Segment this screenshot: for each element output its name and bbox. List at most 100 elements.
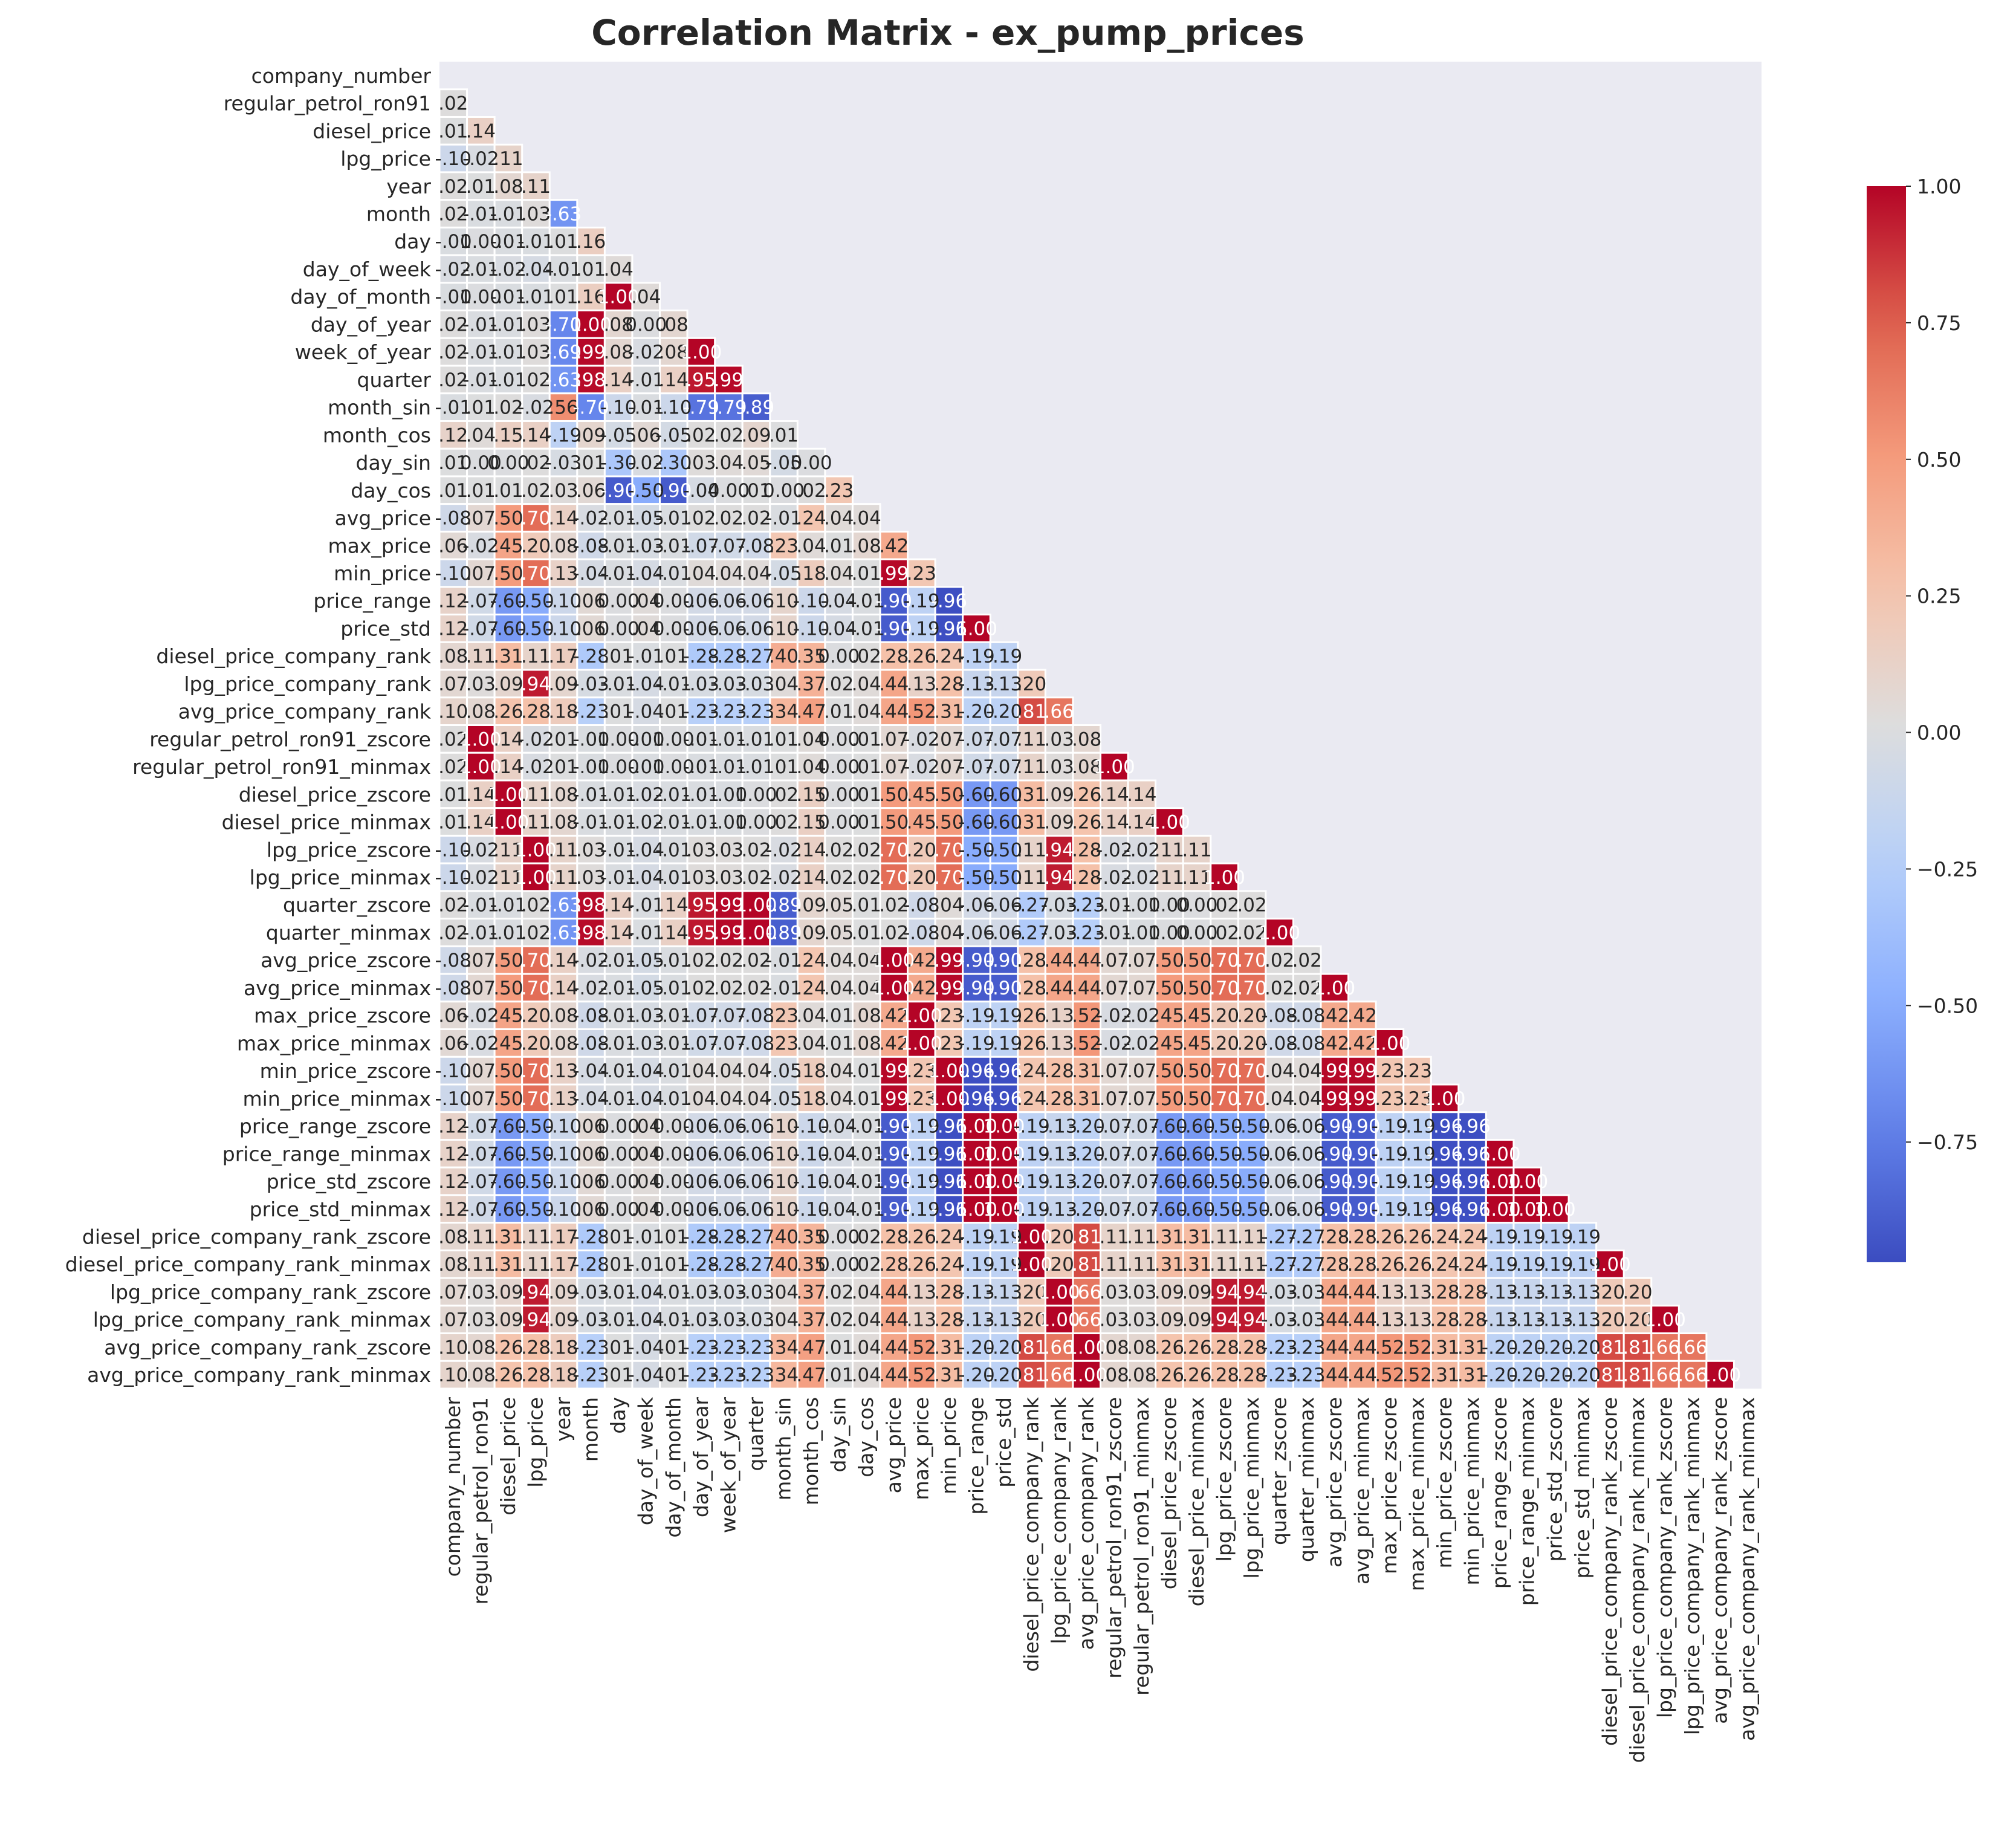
cell-value-label: .03 <box>1045 728 1074 750</box>
cell-value-label: .04 <box>714 1088 744 1110</box>
heatmap-cell <box>1237 1111 1267 1141</box>
cell-value-label: .94 <box>1210 1282 1239 1303</box>
heatmap-cell <box>548 890 579 920</box>
cell-value-label: .01 <box>466 480 496 502</box>
cell-value-label: .95 <box>686 895 716 916</box>
heatmap-cell <box>466 890 496 920</box>
cell-value-label: .03 <box>1127 1282 1156 1303</box>
cell-value-label: .01 <box>493 480 523 502</box>
cell-value-label: .07 <box>1127 1088 1156 1110</box>
cell-value-label: .26 <box>907 1254 936 1276</box>
heatmap-cell <box>603 724 634 754</box>
cell-value-label: .40 <box>769 1226 799 1248</box>
cell-value-label: .01 <box>852 784 881 806</box>
heatmap-cell <box>989 890 1019 920</box>
heatmap-cell <box>548 945 579 975</box>
cell-value-label: .11 <box>1017 839 1046 861</box>
cell-value-label: .70 <box>1210 950 1239 971</box>
cell-value-label: .26 <box>1155 1364 1184 1386</box>
cell-value-label: .44 <box>1045 950 1074 971</box>
cell-value-label: .42 <box>1320 1005 1349 1027</box>
cell-value-label: .04 <box>796 1033 826 1054</box>
heatmap-cell <box>796 945 826 975</box>
cell-value-label: .66 <box>1072 1309 1101 1331</box>
heatmap-cell <box>851 1028 881 1058</box>
x-tick-label: diesel_price_company_rank_minmax <box>1625 1397 1649 1763</box>
heatmap-cell <box>907 1000 936 1031</box>
cell-value-label: .94 <box>521 1309 551 1331</box>
x-tick-label: regular_petrol_ron91 <box>468 1397 492 1604</box>
heatmap-cell <box>521 1028 551 1058</box>
cell-value-label: .45 <box>493 535 523 557</box>
cell-value-label: .81 <box>1017 1364 1046 1386</box>
heatmap-cell <box>466 392 496 422</box>
cell-value-label: .11 <box>1100 1226 1129 1248</box>
cell-value-label: .04 <box>824 978 854 999</box>
heatmap-cell <box>1044 724 1074 754</box>
heatmap-cell <box>466 143 496 173</box>
cell-value-label: .01 <box>548 231 578 253</box>
cell-value-label: .81 <box>1072 1254 1101 1276</box>
cell-value-label: .28 <box>521 1364 551 1386</box>
cell-value-label: .03 <box>686 867 716 889</box>
cell-value-label: .20 <box>521 1033 551 1054</box>
heatmap-cell <box>438 1138 468 1169</box>
cell-value-label: 1.00 <box>1204 867 1245 889</box>
heatmap-cell <box>1072 1138 1101 1169</box>
cell-value-label: .70 <box>1237 950 1266 971</box>
heatmap-cell <box>548 586 579 616</box>
cell-value-label: .45 <box>493 1033 523 1054</box>
cell-value-label: .50 <box>879 812 909 834</box>
heatmap-cell <box>989 945 1019 975</box>
cell-value-label: .01 <box>466 397 496 419</box>
y-tick-label: day_of_year <box>311 313 432 336</box>
cell-value-label: .04 <box>824 508 854 530</box>
heatmap-cell <box>851 1111 881 1141</box>
cell-value-label: .01 <box>824 701 854 723</box>
cell-value-label: .50 <box>1182 950 1211 971</box>
y-tick-label: price_std_minmax <box>250 1198 431 1221</box>
cell-value-label: .01 <box>852 812 881 834</box>
cell-value-label: .50 <box>1155 950 1184 971</box>
cell-value-label: .02 <box>852 839 881 861</box>
heatmap-cell <box>576 1111 606 1141</box>
cell-value-label: .99 <box>576 342 606 363</box>
cell-value-label: -.19 <box>986 646 1023 667</box>
heatmap-cell <box>1155 1000 1184 1031</box>
cell-value-label: .11 <box>521 1226 551 1248</box>
cell-value-label: .26 <box>1375 1254 1404 1276</box>
cell-value-label: .70 <box>1237 1088 1266 1110</box>
cell-value-label: -.19 <box>1564 1226 1601 1248</box>
x-tick-label: max_price_minmax <box>1405 1397 1428 1591</box>
cell-value-label: .14 <box>466 120 496 142</box>
heatmap-cell <box>714 724 744 754</box>
cell-value-label: .70 <box>521 508 551 530</box>
cell-value-label: .24 <box>796 950 826 971</box>
cell-value-label: .50 <box>493 950 523 971</box>
cell-value-label: .07 <box>1100 1060 1129 1082</box>
cell-value-label: .07 <box>466 978 496 999</box>
y-tick-label: price_range_minmax <box>222 1142 431 1166</box>
y-tick-label: year <box>386 175 431 198</box>
heatmap-cell <box>466 724 496 754</box>
cell-value-label: .07 <box>466 508 496 530</box>
heatmap-cell <box>714 365 744 395</box>
x-tick-label: diesel_price <box>496 1397 520 1516</box>
heatmap-cell <box>686 337 716 367</box>
cell-value-label: .09 <box>493 1309 523 1331</box>
heatmap-cell <box>989 696 1019 727</box>
cell-value-label: .44 <box>1320 1364 1349 1386</box>
heatmap-cell <box>466 226 496 256</box>
cell-value-label: .52 <box>1402 1337 1432 1358</box>
y-tick-label: lpg_price_company_rank_zscore <box>110 1280 431 1304</box>
cell-value-label: .23 <box>907 563 936 585</box>
cell-value-label: .04 <box>824 950 854 971</box>
cell-value-label: .11 <box>466 1226 496 1248</box>
colorbar-tick-label: 1.00 <box>1917 175 1961 198</box>
cell-value-label: .04 <box>769 1309 799 1331</box>
y-tick-label: quarter_minmax <box>266 921 431 944</box>
heatmap-cell <box>769 834 799 864</box>
cell-value-label: .52 <box>907 1337 936 1358</box>
cell-value-label: .95 <box>686 369 716 391</box>
cell-value-label: 0.00 <box>791 452 832 474</box>
